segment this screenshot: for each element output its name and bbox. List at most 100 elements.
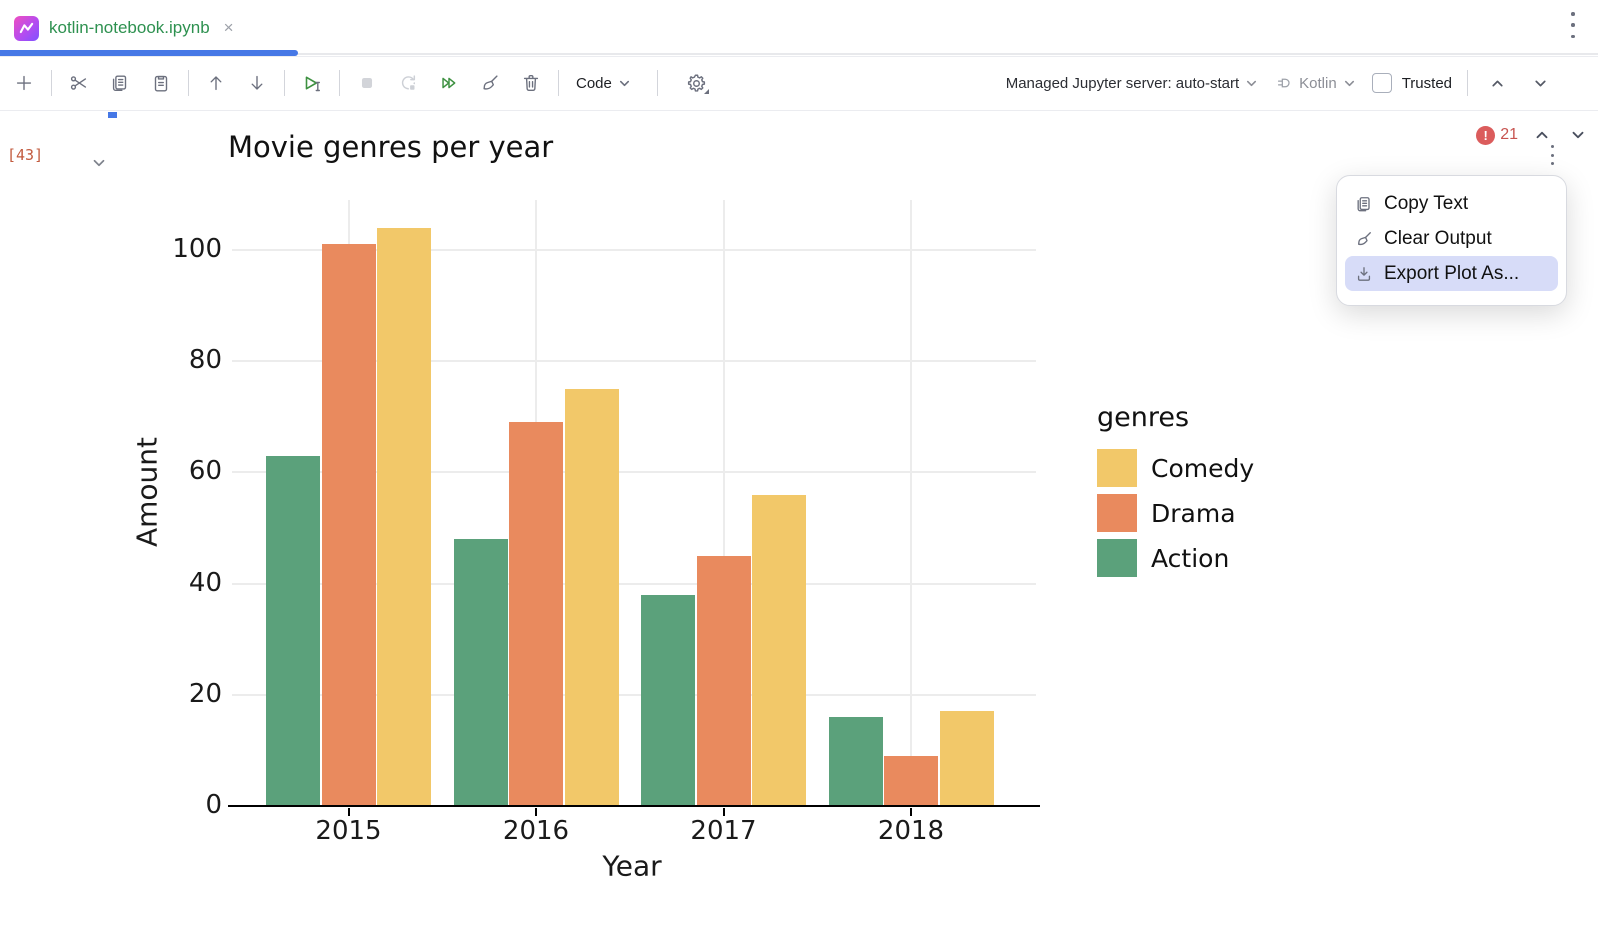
bar-comedy-2015 — [377, 227, 431, 806]
toolbar-divider — [339, 70, 340, 96]
x-axis-tick — [722, 808, 725, 816]
delete-cell-button[interactable] — [517, 69, 545, 97]
toolbar-divider — [558, 70, 559, 96]
x-axis-tick — [535, 808, 537, 816]
gridline — [722, 200, 725, 806]
cut-cell-button[interactable] — [65, 69, 93, 97]
previous-error-button[interactable] — [1530, 123, 1554, 147]
clear-outputs-button[interactable] — [476, 69, 504, 97]
output-context-menu: Copy Text Clear Output Export Plot As... — [1336, 175, 1567, 306]
run-cell-icon — [305, 76, 320, 92]
paste-cell-button[interactable] — [147, 69, 175, 97]
copy-icon — [112, 75, 127, 92]
y-tick-label: 60 — [188, 456, 222, 487]
x-tick-label: 2016 — [502, 816, 570, 846]
gridline — [232, 360, 1036, 363]
trusted-checkbox[interactable] — [1371, 73, 1392, 93]
copy-cell-button[interactable] — [106, 69, 134, 97]
tab-close-button[interactable]: × — [223, 18, 234, 37]
arrow-down-icon — [251, 75, 263, 90]
gridline — [232, 471, 1036, 474]
chevron-down-icon — [1247, 80, 1257, 86]
bar-action-2015 — [266, 455, 320, 806]
scissors-icon — [70, 76, 87, 90]
y-axis-title: Amount — [130, 436, 164, 548]
run-all-icon — [442, 77, 456, 89]
copy-icon — [1353, 193, 1375, 215]
broom-icon — [483, 75, 498, 90]
chart-legend: genres Comedy Drama Action — [1097, 402, 1254, 584]
toolbar-divider — [1467, 70, 1468, 96]
cell-exec-count: [43] — [7, 146, 44, 164]
bar-action-2018 — [828, 717, 883, 806]
x-axis-tick — [910, 808, 912, 816]
output-more-button[interactable] — [1545, 145, 1559, 165]
restart-kernel-button — [394, 69, 422, 97]
error-badge: ! 21 — [1476, 125, 1518, 145]
cell-type-label: Code — [576, 74, 612, 92]
cell-collapse-button[interactable] — [88, 152, 110, 174]
bar-action-2016 — [453, 539, 508, 806]
y-tick-label: 0 — [205, 790, 222, 820]
y-tick-label: 40 — [188, 567, 222, 598]
chevron-down-icon — [93, 159, 105, 167]
gridline — [232, 693, 1036, 696]
plus-icon — [16, 75, 32, 91]
stop-kernel-button — [353, 69, 381, 97]
x-tick-label: 2015 — [315, 816, 382, 846]
chevron-up-icon — [1536, 131, 1548, 139]
progress-track — [0, 53, 1598, 55]
move-cell-up-button[interactable] — [202, 69, 230, 97]
chevron-down-icon — [1534, 80, 1546, 86]
menu-item-label: Export Plot As... — [1384, 262, 1520, 284]
bar-comedy-2017 — [752, 494, 806, 806]
x-axis-title: Year — [602, 849, 662, 883]
bar-drama-2017 — [696, 555, 751, 806]
output-toolbar: ! 21 — [1476, 123, 1590, 147]
bar-drama-2016 — [509, 422, 563, 806]
kernel-selector[interactable]: Kotlin — [1274, 73, 1357, 93]
cell-type-dropdown[interactable]: Code — [572, 75, 636, 92]
legend-label: Drama — [1151, 498, 1236, 528]
toolbar-divider — [188, 70, 189, 96]
notebook-tab[interactable]: kotlin-notebook.ipynb × — [14, 8, 234, 48]
menu-item-clear-output[interactable]: Clear Output — [1345, 221, 1558, 256]
menu-item-copy-text[interactable]: Copy Text — [1345, 186, 1558, 221]
gridline — [232, 248, 1036, 251]
jupyter-server-dropdown[interactable]: Managed Jupyter server: auto-start — [1006, 75, 1259, 92]
legend-item-comedy: Comedy — [1097, 449, 1254, 487]
trusted-label: Trusted — [1401, 74, 1452, 92]
chart-title: Movie genres per year — [228, 130, 554, 164]
plug-icon — [1278, 78, 1290, 88]
bar-drama-2018 — [884, 755, 938, 806]
menu-item-label: Clear Output — [1384, 227, 1492, 249]
menu-item-export-plot-as[interactable]: Export Plot As... — [1345, 256, 1558, 291]
legend-label: Action — [1151, 543, 1230, 573]
x-tick-label: 2017 — [690, 816, 757, 846]
next-cell-button[interactable] — [1526, 69, 1554, 97]
x-tick-label: 2018 — [877, 816, 945, 846]
legend-item-drama: Drama — [1097, 494, 1254, 532]
move-cell-down-button[interactable] — [243, 69, 271, 97]
restart-icon — [401, 75, 416, 91]
tab-bar: kotlin-notebook.ipynb × — [0, 0, 1598, 57]
window-more-button[interactable] — [1566, 12, 1580, 38]
chevron-down-icon — [1572, 131, 1584, 139]
arrow-up-icon — [210, 76, 222, 91]
trusted-toggle[interactable]: Trusted — [1371, 73, 1452, 93]
run-cell-button[interactable] — [298, 69, 326, 97]
next-error-button[interactable] — [1566, 123, 1590, 147]
trash-icon — [523, 74, 539, 92]
run-all-button[interactable] — [435, 69, 463, 97]
y-tick-label: 100 — [172, 233, 222, 264]
gear-icon — [688, 74, 706, 92]
error-count: 21 — [1500, 126, 1518, 143]
legend-title: genres — [1097, 402, 1190, 433]
add-cell-button[interactable] — [10, 69, 38, 97]
legend-label: Comedy — [1151, 453, 1255, 483]
settings-button[interactable] — [683, 69, 711, 97]
previous-cell-button[interactable] — [1483, 69, 1511, 97]
gridline — [232, 582, 1036, 585]
chevron-down-icon — [619, 80, 629, 86]
toolbar-divider — [51, 70, 52, 96]
